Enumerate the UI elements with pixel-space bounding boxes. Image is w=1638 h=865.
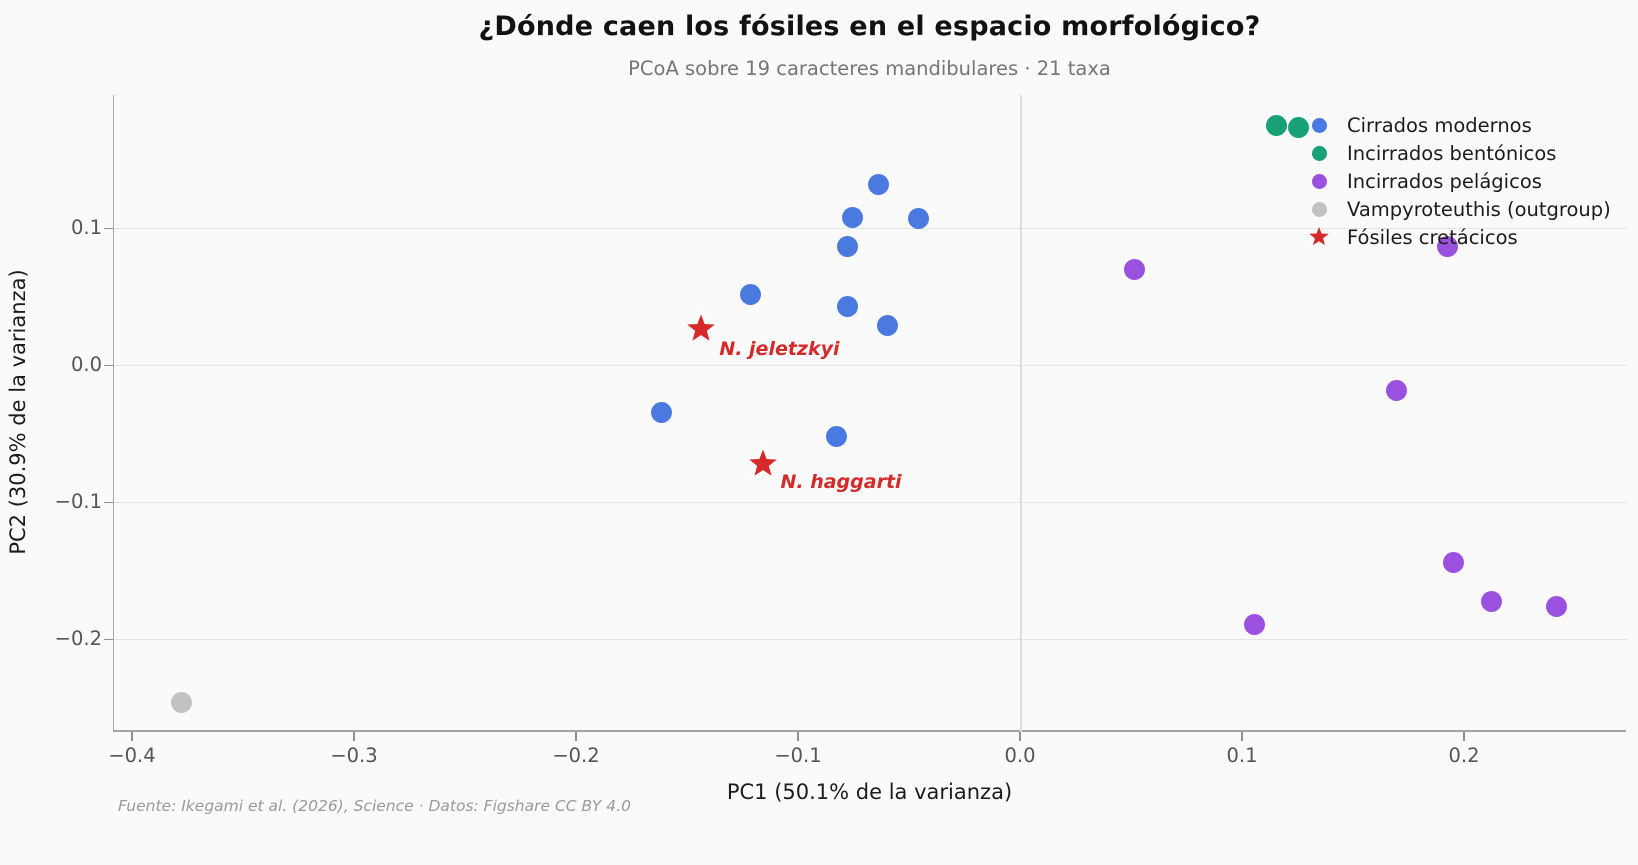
data-point	[1545, 596, 1567, 618]
data-point	[171, 692, 193, 714]
legend-dot-icon	[1304, 117, 1334, 133]
x-axis-tick-label: −0.1	[774, 744, 822, 767]
data-point	[837, 296, 859, 318]
legend-row: Fósiles cretácicos	[1304, 223, 1611, 251]
annotation-label: N. jeletzkyi	[719, 337, 840, 360]
x-axis-tick-label: −0.2	[552, 744, 600, 767]
legend-label: Cirrados modernos	[1347, 113, 1532, 137]
y-axis-tick-label: 0.1	[70, 215, 102, 239]
legend-label: Incirrados bentónicos	[1347, 141, 1557, 165]
legend-row: Vampyroteuthis (outgroup)	[1304, 195, 1611, 223]
x-axis-tick	[575, 732, 577, 741]
legend-label: Vampyroteuthis (outgroup)	[1347, 197, 1611, 221]
data-point	[1265, 115, 1287, 137]
legend-row: Incirrados bentónicos	[1304, 139, 1611, 167]
footnote: Fuente: Ikegami et al. (2026), Science ·…	[118, 797, 631, 815]
x-axis-tick	[797, 732, 799, 741]
data-point	[739, 283, 761, 305]
x-axis-tick-label: 0.2	[1448, 744, 1480, 767]
legend-row: Cirrados modernos	[1304, 111, 1611, 139]
fossil-star-marker	[744, 444, 783, 481]
data-point	[837, 235, 859, 257]
y-axis-tick	[104, 501, 113, 504]
legend-star-icon	[1304, 223, 1334, 251]
x-axis-tick-label: 0.0	[1004, 744, 1036, 767]
y-axis-tick-label: −0.1	[54, 489, 102, 513]
legend-row: Incirrados pelágicos	[1304, 167, 1611, 195]
data-point	[868, 174, 890, 196]
y-axis-tick-label: −0.2	[54, 626, 102, 650]
data-point	[1385, 379, 1407, 401]
data-point	[1481, 590, 1503, 612]
y-axis-tick	[104, 364, 113, 367]
y-axis-tick	[104, 638, 113, 641]
y-axis-tick-label: 0.0	[70, 352, 102, 376]
y-axis-label: PC2 (30.9% de la varianza)	[6, 269, 30, 555]
grid-line-y	[114, 501, 1627, 504]
x-axis-tick-label: −0.3	[330, 744, 378, 767]
x-axis-tick-label: 0.1	[1226, 744, 1258, 767]
data-point	[877, 315, 899, 337]
data-point	[1443, 552, 1465, 574]
data-point	[1436, 235, 1458, 257]
grid-line-y	[114, 638, 1627, 641]
data-point	[1123, 259, 1145, 281]
legend-label: Incirrados pelágicos	[1347, 169, 1542, 193]
legend-dot-icon	[1304, 145, 1334, 161]
plot-area: N. jeletzkyi N. haggarti	[113, 95, 1627, 732]
x-axis-tick	[1463, 732, 1465, 741]
x-axis-tick	[1241, 732, 1243, 741]
legend-label: Fósiles cretácicos	[1347, 225, 1518, 249]
data-point	[826, 426, 848, 448]
fossil-star-marker	[682, 308, 721, 345]
legend-dot-icon	[1304, 173, 1334, 189]
data-point	[1288, 116, 1309, 138]
grid-line-y	[114, 227, 1627, 230]
legend-dot-icon	[1304, 201, 1334, 217]
annotation-label: N. haggarti	[780, 471, 902, 494]
data-point	[908, 208, 930, 230]
grid-line-y	[114, 364, 1627, 367]
x-axis-tick	[131, 732, 133, 741]
chart-title: ¿Dónde caen los fósiles en el espacio mo…	[478, 11, 1261, 42]
x-axis-tick	[1019, 732, 1021, 741]
data-point	[841, 207, 863, 229]
data-point	[1243, 613, 1265, 635]
zero-reference-line	[1020, 95, 1022, 732]
x-axis-tick	[353, 732, 355, 741]
data-point	[650, 401, 672, 423]
x-axis-tick-label: −0.4	[108, 744, 156, 767]
x-axis-label: PC1 (50.1% de la varianza)	[726, 780, 1013, 804]
chart-subtitle: PCoA sobre 19 caracteres mandibulares · …	[628, 57, 1111, 80]
legend: Cirrados modernos Incirrados bentónicos In…	[1304, 111, 1611, 251]
y-axis-tick	[104, 227, 113, 230]
